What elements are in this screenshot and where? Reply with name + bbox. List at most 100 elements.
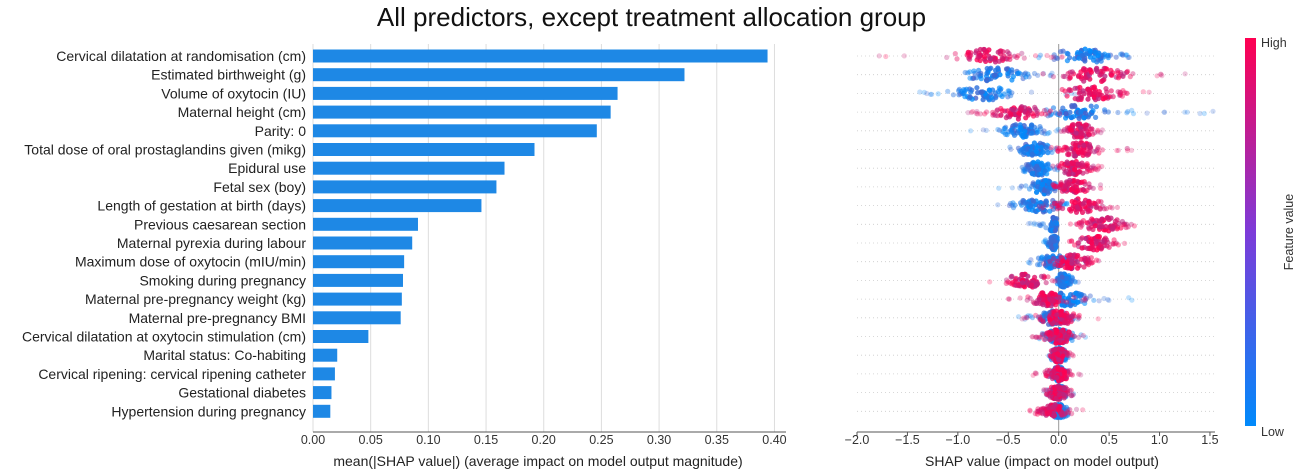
- shap-point: [1124, 145, 1130, 152]
- shap-point: [1062, 110, 1068, 116]
- colorbar-low-label: Low: [1261, 425, 1285, 439]
- beeswarm-x-tick-label: −1.5: [895, 433, 920, 447]
- shap-point: [1007, 200, 1014, 207]
- shap-point: [1041, 336, 1048, 343]
- feature-label: Hypertension during pregnancy: [111, 403, 306, 419]
- shap-point: [1022, 128, 1028, 134]
- shap-point: [1033, 312, 1039, 318]
- shap-point: [987, 56, 994, 62]
- shap-point: [1039, 254, 1045, 260]
- shap-point: [1097, 72, 1103, 78]
- shap-point: [1119, 218, 1125, 225]
- shap-point: [1078, 95, 1084, 101]
- shap-point: [1003, 66, 1010, 72]
- shap-point: [986, 87, 992, 93]
- shap-point: [1038, 144, 1044, 150]
- shap-point: [1072, 85, 1078, 91]
- shap-point: [1089, 126, 1095, 132]
- shap-point: [982, 111, 988, 117]
- shap-point: [967, 69, 973, 75]
- shap-point: [988, 65, 994, 71]
- shap-point: [973, 48, 980, 54]
- shap-point: [1079, 245, 1085, 251]
- feature-label: Marital status: Co-habiting: [143, 347, 306, 363]
- shap-point: [1051, 184, 1057, 190]
- shap-point: [1048, 184, 1054, 190]
- bar: [313, 292, 402, 306]
- shap-point: [1057, 386, 1063, 392]
- shap-point: [1080, 218, 1086, 224]
- shap-point: [1058, 128, 1064, 134]
- feature-label: Maternal height (cm): [178, 104, 306, 120]
- shap-point: [974, 108, 980, 115]
- shap-point: [1069, 392, 1075, 399]
- shap-point: [1090, 259, 1096, 265]
- shap-point: [1130, 71, 1136, 77]
- shap-point: [1008, 112, 1014, 118]
- shap-point: [981, 54, 988, 60]
- shap-point: [1095, 163, 1101, 169]
- shap-point: [1060, 105, 1066, 111]
- shap-point: [1055, 126, 1061, 132]
- feature-label: Maternal pyrexia during labour: [117, 235, 306, 251]
- shap-point: [1076, 115, 1082, 121]
- shap-point: [1127, 74, 1133, 80]
- shap-point: [1076, 371, 1082, 377]
- shap-point: [1040, 205, 1046, 211]
- shap-point: [1025, 273, 1031, 279]
- shap-point: [1184, 109, 1190, 115]
- shap-point: [1040, 203, 1046, 209]
- shap-point: [1129, 147, 1135, 153]
- beeswarm-x-tick-label: −0.5: [996, 433, 1021, 447]
- shap-point: [1029, 151, 1035, 157]
- shap-point: [876, 53, 882, 59]
- shap-point: [990, 109, 996, 115]
- shap-point: [1056, 392, 1062, 398]
- shap-point: [1077, 187, 1083, 193]
- shap-point: [1051, 215, 1057, 221]
- shap-point: [1128, 221, 1134, 227]
- shap-point: [1034, 408, 1040, 415]
- shap-point: [883, 53, 889, 60]
- shap-point: [944, 54, 950, 61]
- shap-point: [1098, 130, 1104, 136]
- shap-point: [1161, 109, 1167, 115]
- shap-point: [1023, 74, 1029, 80]
- shap-point: [1061, 395, 1067, 401]
- shap-point: [1066, 88, 1072, 94]
- shap-point: [928, 91, 934, 97]
- bar: [313, 143, 535, 156]
- shap-point: [1048, 384, 1055, 390]
- shap-point: [1094, 247, 1100, 253]
- shap-point: [1038, 206, 1044, 212]
- shap-point: [1099, 163, 1105, 170]
- shap-point: [1076, 220, 1082, 226]
- shap-point: [1068, 145, 1074, 152]
- shap-point: [994, 107, 1001, 113]
- shap-point: [1054, 145, 1060, 151]
- bar: [313, 105, 611, 119]
- shap-point: [1049, 149, 1055, 155]
- shap-point: [1074, 259, 1080, 265]
- shap-point: [1081, 66, 1087, 72]
- shap-point: [1077, 148, 1084, 154]
- shap-point: [1065, 320, 1071, 326]
- shap-point: [1068, 387, 1074, 393]
- shap-point: [1096, 298, 1102, 304]
- shap-point: [950, 92, 957, 98]
- shap-point: [1069, 352, 1075, 358]
- shap-point: [1115, 70, 1121, 76]
- shap-point: [1053, 147, 1059, 153]
- bar-chart-bars: [313, 49, 768, 418]
- shap-point: [1039, 332, 1045, 338]
- shap-point: [1082, 297, 1088, 303]
- shap-point: [1092, 166, 1099, 172]
- shap-point: [1066, 238, 1073, 244]
- bar: [313, 217, 418, 231]
- shap-point: [1033, 148, 1039, 155]
- bar-x-tick-label: 0.15: [474, 433, 498, 447]
- shap-point: [1020, 197, 1026, 204]
- bar-x-tick-label: 0.20: [532, 433, 556, 447]
- shap-point: [1054, 317, 1060, 323]
